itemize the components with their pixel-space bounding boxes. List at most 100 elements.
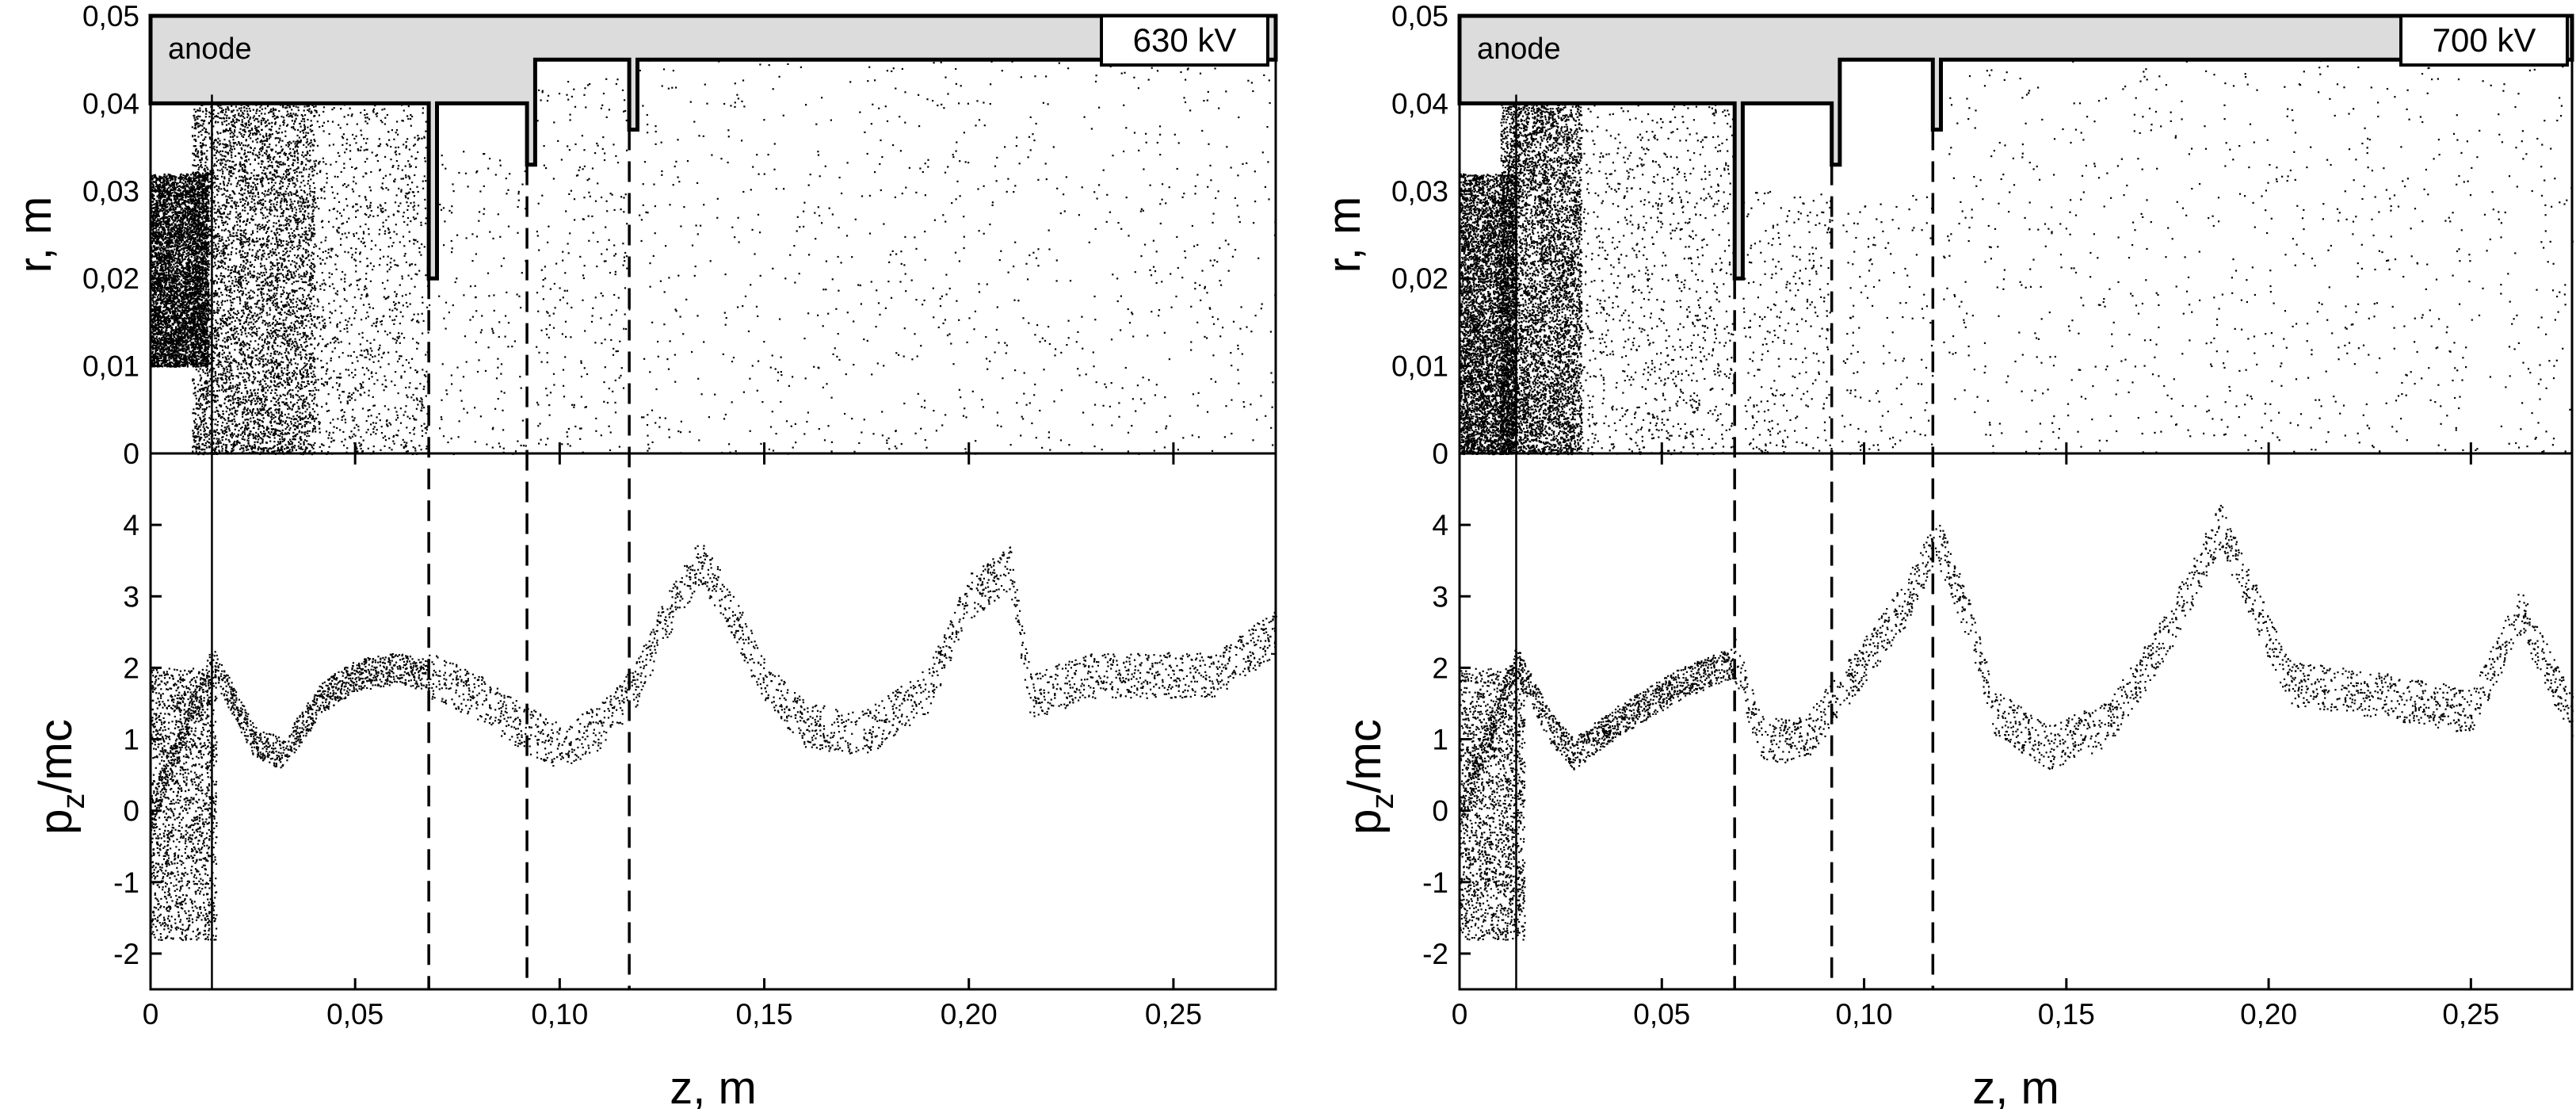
rz-point <box>169 206 172 208</box>
rz-point <box>167 255 170 258</box>
rz-point <box>171 189 174 191</box>
rz-point <box>174 331 176 333</box>
rz-point <box>160 247 162 249</box>
rz-point <box>182 247 185 249</box>
rz-point <box>168 294 170 296</box>
rz-point <box>192 269 194 271</box>
rz-point <box>162 205 166 208</box>
rz-point <box>177 297 179 300</box>
rz-point <box>166 347 169 350</box>
rz-point <box>204 336 207 338</box>
rz-point <box>159 243 162 245</box>
rz-point <box>181 307 184 309</box>
rz-point <box>189 188 192 190</box>
rz-point <box>185 294 187 296</box>
rz-point <box>160 342 162 345</box>
rz-point <box>190 183 193 185</box>
rz-point <box>198 179 200 182</box>
rz-point <box>165 254 167 257</box>
rz-point <box>183 235 186 238</box>
rz-point <box>159 351 162 354</box>
rz-point <box>197 248 200 250</box>
rz-point <box>173 296 175 299</box>
rz-point <box>181 178 183 180</box>
rz-point <box>157 242 159 244</box>
rz-point <box>199 214 201 216</box>
rz-point <box>186 190 189 193</box>
rz-point <box>152 214 155 216</box>
rz-point <box>198 237 200 239</box>
rz-point <box>155 330 157 332</box>
rz-point <box>161 339 163 342</box>
rz-point <box>186 309 189 312</box>
rz-point <box>181 214 184 216</box>
rz-point <box>165 216 167 220</box>
rz-point <box>179 189 181 192</box>
rz-point <box>158 185 161 188</box>
rz-point <box>176 348 178 350</box>
rz-point <box>181 348 183 350</box>
rz-point <box>182 305 185 308</box>
rz-point <box>191 322 193 324</box>
rz-point <box>161 231 163 233</box>
rz-point <box>184 244 186 247</box>
rz-point <box>160 177 162 179</box>
rz-point <box>171 253 174 255</box>
rz-point <box>167 243 170 245</box>
rz-point <box>181 241 183 243</box>
rz-point <box>153 177 155 179</box>
rz-point <box>197 220 200 224</box>
rz-point <box>178 215 181 217</box>
rz-point <box>183 330 186 333</box>
rz-point <box>196 334 198 337</box>
rz-point <box>176 284 178 286</box>
rz-point <box>181 220 184 222</box>
rz-point <box>183 229 185 231</box>
rz-point <box>181 301 184 304</box>
rz-point <box>190 244 193 247</box>
rz-point <box>179 293 181 295</box>
rz-point <box>164 358 166 361</box>
rz-point <box>182 312 185 314</box>
rz-point <box>158 326 160 328</box>
rz-point <box>153 354 155 356</box>
rz-point <box>174 266 176 268</box>
rz-point <box>204 316 207 319</box>
rz-point <box>173 281 175 284</box>
rz-point <box>159 285 162 288</box>
rz-point <box>155 304 158 306</box>
rz-point <box>158 231 160 233</box>
rz-point <box>153 198 156 201</box>
rz-point <box>158 222 160 224</box>
rz-point <box>158 280 160 282</box>
rz-point <box>185 208 188 210</box>
rz-point <box>189 189 191 192</box>
rz-point <box>162 361 164 364</box>
rz-point <box>170 299 173 302</box>
rz-point <box>168 346 170 349</box>
rz-point <box>158 333 160 335</box>
rz-point <box>174 351 177 354</box>
rz-point <box>162 346 166 348</box>
rz-point <box>185 346 187 348</box>
rz-point <box>152 340 155 342</box>
rz-point <box>185 263 188 266</box>
rz-point <box>201 210 204 212</box>
rz-point <box>178 361 181 364</box>
rz-point <box>159 201 162 204</box>
rz-point <box>164 204 166 206</box>
rz-point <box>168 302 170 304</box>
rz-point <box>154 219 156 221</box>
rz-point <box>196 260 198 263</box>
rz-point <box>162 204 164 206</box>
rz-point <box>151 294 154 296</box>
rz-point <box>204 307 206 309</box>
rz-point <box>155 252 157 254</box>
rz-point <box>173 332 175 335</box>
rz-point <box>191 292 193 294</box>
rz-point <box>202 197 204 200</box>
rz-point <box>174 191 176 193</box>
rz-point <box>158 215 160 217</box>
rz-point <box>188 231 190 234</box>
rz-point <box>173 246 175 248</box>
